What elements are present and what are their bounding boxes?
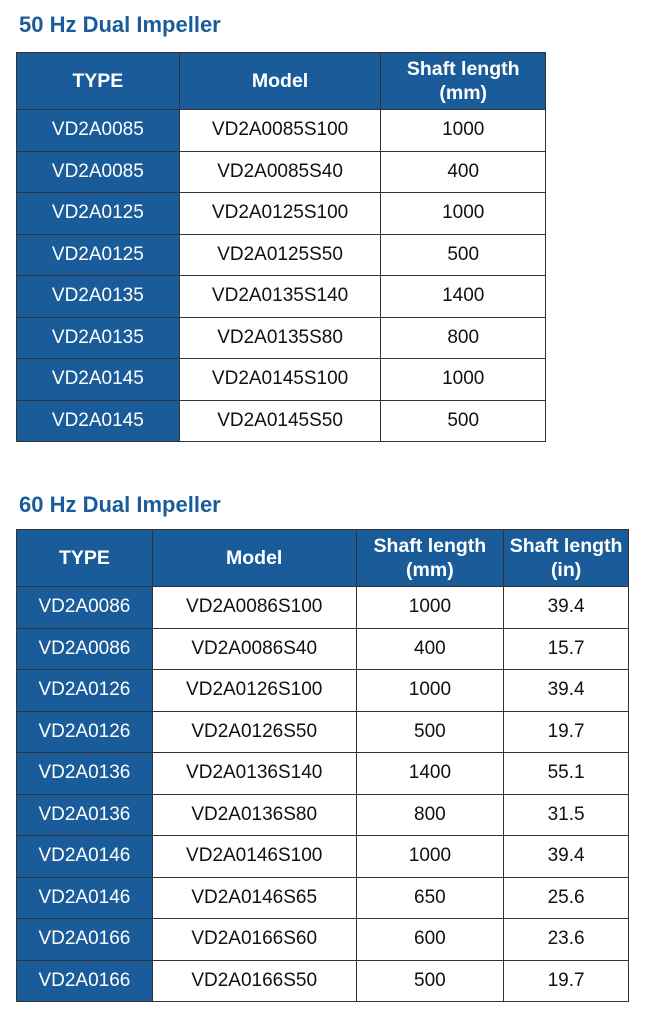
table-cell: 650 [355, 876, 505, 919]
table-row: VD2A0146 VD2A0146S65 650 25.6 [16, 876, 629, 919]
table-row: VD2A0086 VD2A0086S100 1000 39.4 [16, 586, 629, 629]
table-cell: VD2A0146 [16, 876, 153, 919]
table-cell: 1000 [355, 586, 505, 629]
column-header: TYPE [16, 52, 180, 110]
header-row: TYPE Model Shaft length (mm) Shaft length (… [16, 529, 629, 587]
table-row: VD2A0166 VD2A0166S60 600 23.6 [16, 918, 629, 961]
table-cell: VD2A0086 [16, 627, 153, 670]
column-header: Shaft length (mm) [380, 52, 546, 110]
table-cell: VD2A0136S140 [151, 752, 357, 795]
column-header: Model [178, 52, 382, 110]
table-cell: VD2A0125 [16, 192, 180, 235]
table-cell: VD2A0135S140 [178, 275, 382, 318]
table-cell: VD2A0085S100 [178, 109, 382, 152]
table-cell: 1000 [355, 835, 505, 878]
table-cell: VD2A0136 [16, 752, 153, 795]
table-cell: VD2A0086S40 [151, 627, 357, 670]
table-cell: 1000 [380, 358, 546, 401]
table-cell: 55.1 [503, 752, 629, 795]
table-row: VD2A0085 VD2A0085S100 1000 [16, 109, 546, 152]
table-cell: VD2A0126 [16, 710, 153, 753]
table-cell: VD2A0136 [16, 793, 153, 836]
table-cell: 25.6 [503, 876, 629, 919]
table-cell: 1000 [380, 192, 546, 235]
table-cell: VD2A0126 [16, 669, 153, 712]
table-cell: 800 [355, 793, 505, 836]
table-cell: 1000 [355, 669, 505, 712]
table-cell: VD2A0125 [16, 233, 180, 276]
table-row: VD2A0126 VD2A0126S50 500 19.7 [16, 710, 629, 753]
table-row: VD2A0126 VD2A0126S100 1000 39.4 [16, 669, 629, 712]
table-cell: VD2A0166 [16, 959, 153, 1002]
table-row: VD2A0145 VD2A0145S100 1000 [16, 358, 546, 401]
table-cell: VD2A0135S80 [178, 316, 382, 359]
table-cell: 500 [355, 710, 505, 753]
column-header: Model [151, 529, 357, 587]
table-cell: VD2A0145 [16, 358, 180, 401]
table-cell: 1000 [380, 109, 546, 152]
table-row: VD2A0125 VD2A0125S50 500 [16, 233, 546, 276]
table-row: VD2A0085 VD2A0085S40 400 [16, 150, 546, 193]
table-cell: VD2A0166S60 [151, 918, 357, 961]
table-cell: 31.5 [503, 793, 629, 836]
table-cell: 600 [355, 918, 505, 961]
table-cell: VD2A0125S100 [178, 192, 382, 235]
table-cell: VD2A0146S100 [151, 835, 357, 878]
table-cell: 15.7 [503, 627, 629, 670]
table-row: VD2A0145 VD2A0145S50 500 [16, 399, 546, 442]
table-cell: VD2A0126S50 [151, 710, 357, 753]
table-cell: 800 [380, 316, 546, 359]
table-cell: VD2A0166S50 [151, 959, 357, 1002]
table-row: VD2A0125 VD2A0125S100 1000 [16, 192, 546, 235]
table-cell: VD2A0085S40 [178, 150, 382, 193]
table-cell: 19.7 [503, 959, 629, 1002]
table-cell: VD2A0086 [16, 586, 153, 629]
table-cell: 39.4 [503, 669, 629, 712]
table-50hz: TYPE Model Shaft length (mm) VD2A0085 VD2A0… [16, 52, 546, 442]
table-cell: 1400 [355, 752, 505, 795]
table-row: VD2A0135 VD2A0135S80 800 [16, 316, 546, 359]
table-row: VD2A0086 VD2A0086S40 400 15.7 [16, 627, 629, 670]
table-cell: VD2A0166 [16, 918, 153, 961]
table-cell: VD2A0146S65 [151, 876, 357, 919]
table-cell: 400 [380, 150, 546, 193]
table-row: VD2A0166 VD2A0166S50 500 19.7 [16, 959, 629, 1002]
table-cell: VD2A0136S80 [151, 793, 357, 836]
table-cell: 1400 [380, 275, 546, 318]
table-cell: VD2A0085 [16, 150, 180, 193]
table-cell: 19.7 [503, 710, 629, 753]
table-cell: VD2A0086S100 [151, 586, 357, 629]
table-50hz-title: 50 Hz Dual Impeller [19, 12, 221, 37]
table-cell: VD2A0135 [16, 316, 180, 359]
table-cell: 500 [380, 233, 546, 276]
table-cell: 500 [380, 399, 546, 442]
table-row: VD2A0136 VD2A0136S80 800 31.5 [16, 793, 629, 836]
header-row: TYPE Model Shaft length (mm) [16, 52, 546, 110]
table-row: VD2A0135 VD2A0135S140 1400 [16, 275, 546, 318]
column-header: TYPE [16, 529, 153, 587]
table-cell: VD2A0085 [16, 109, 180, 152]
column-header: Shaft length (mm) [355, 529, 505, 587]
table-cell: VD2A0145S50 [178, 399, 382, 442]
table-cell: VD2A0145S100 [178, 358, 382, 401]
table-cell: 39.4 [503, 835, 629, 878]
column-header: Shaft length (in) [503, 529, 629, 587]
table-cell: VD2A0125S50 [178, 233, 382, 276]
table-cell: VD2A0126S100 [151, 669, 357, 712]
table-row: VD2A0146 VD2A0146S100 1000 39.4 [16, 835, 629, 878]
table-cell: 400 [355, 627, 505, 670]
table-cell: VD2A0146 [16, 835, 153, 878]
table-cell: 23.6 [503, 918, 629, 961]
table-cell: VD2A0135 [16, 275, 180, 318]
table-60hz-title: 60 Hz Dual Impeller [19, 492, 221, 517]
table-60hz: TYPE Model Shaft length (mm) Shaft length (… [16, 529, 629, 1002]
table-row: VD2A0136 VD2A0136S140 1400 55.1 [16, 752, 629, 795]
table-cell: 39.4 [503, 586, 629, 629]
table-cell: 500 [355, 959, 505, 1002]
table-cell: VD2A0145 [16, 399, 180, 442]
